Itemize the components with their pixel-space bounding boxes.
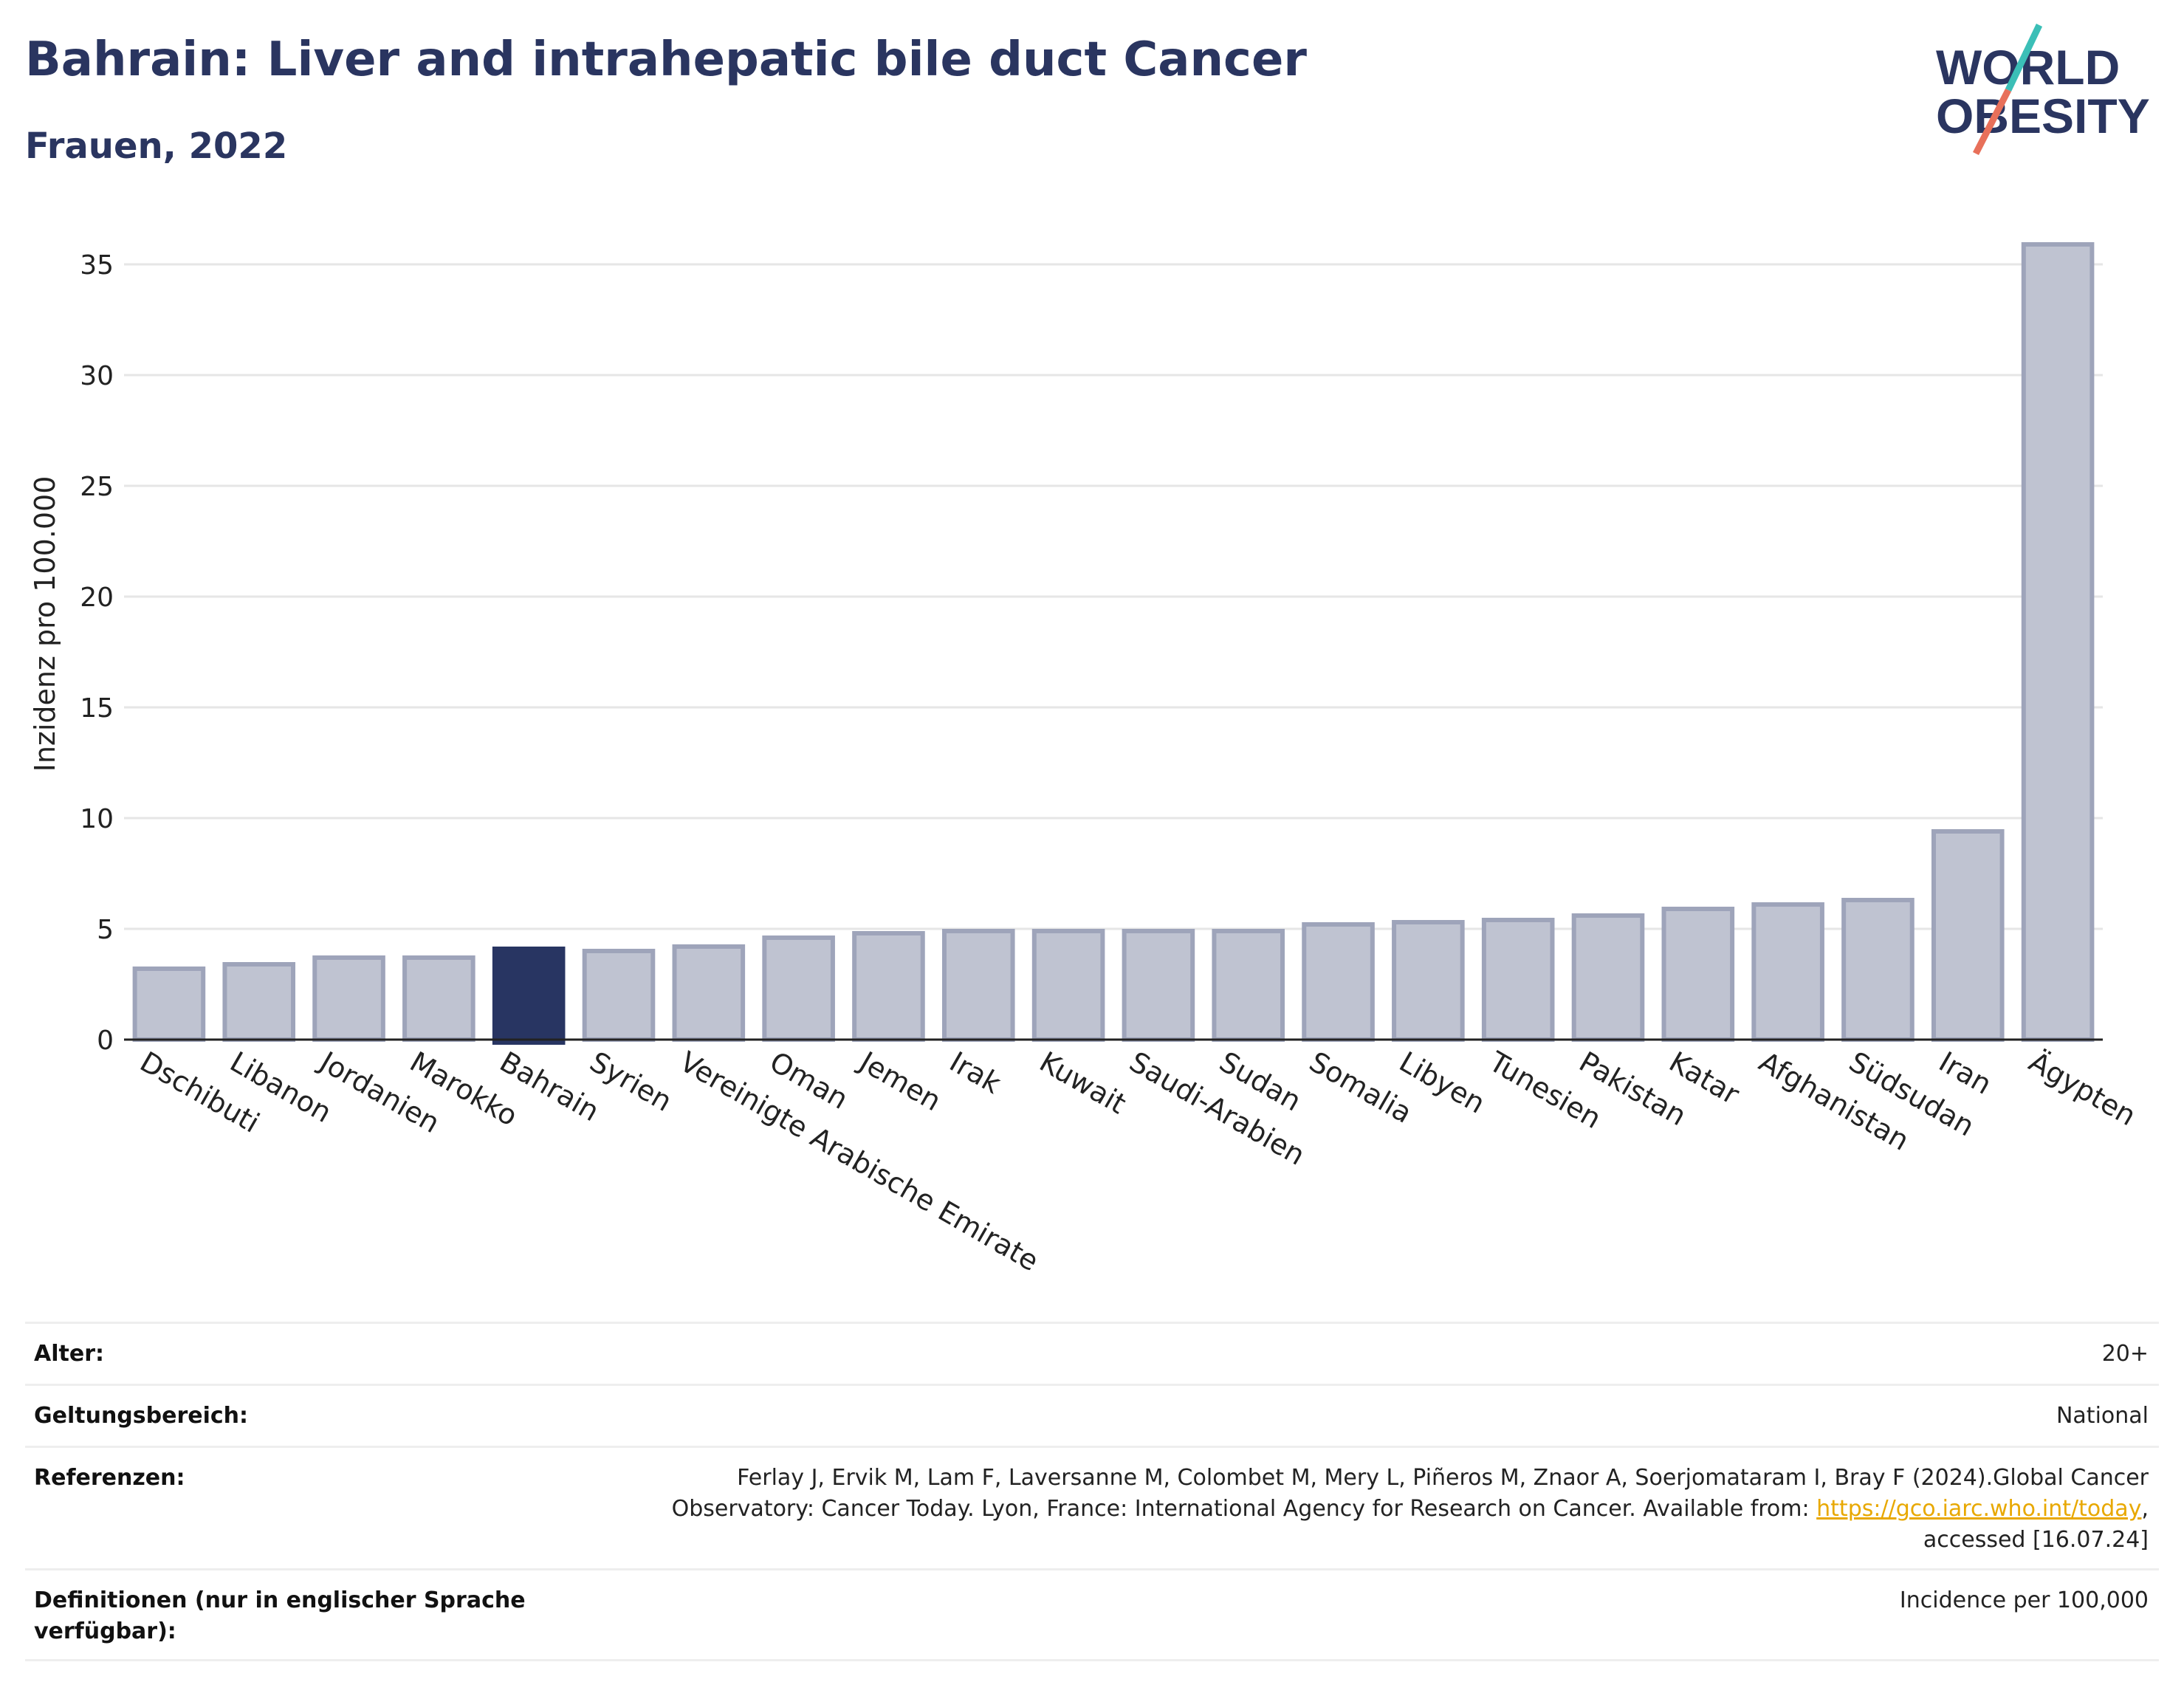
bar-saudi-arabien — [1122, 929, 1195, 1042]
bar-iran — [1931, 829, 2005, 1042]
x-tick-label: Ägypten — [2024, 1046, 2142, 1133]
chart-subtitle: Frauen, 2022 — [25, 126, 288, 167]
y-tick-label: 5 — [97, 915, 114, 945]
meta-row-scope: Geltungsbereich: National — [25, 1384, 2159, 1446]
bar-syrien — [582, 949, 656, 1042]
y-tick-label: 10 — [80, 804, 114, 834]
meta-row-references: Referenzen: Ferlay J, Ervik M, Lam F, La… — [25, 1446, 2159, 1568]
x-tick-label: Jemen — [853, 1045, 947, 1118]
world-obesity-logo: WORLD OBESITY — [1936, 24, 2150, 156]
bar-libyen — [1392, 920, 1465, 1042]
y-tick-label: 25 — [80, 472, 114, 502]
y-tick-label: 35 — [80, 250, 114, 281]
bar-jordanien — [312, 955, 385, 1042]
metadata-table: Alter: 20+ Geltungsbereich: National Ref… — [25, 1322, 2159, 1661]
meta-key-definitions: Definitionen (nur in englischer Sprache … — [34, 1587, 526, 1644]
bar-katar — [1661, 907, 1735, 1042]
bar-dschibuti — [132, 967, 206, 1042]
y-tick-label: 30 — [80, 361, 114, 391]
chart-title: Bahrain: Liver and intrahepatic bile duc… — [25, 32, 1307, 87]
logo-line2: OBESITY — [1936, 89, 2150, 143]
meta-row-age: Alter: 20+ — [25, 1322, 2159, 1384]
reference-link[interactable]: https://gco.iarc.who.int/today — [1816, 1496, 2142, 1522]
x-tick-label: Irak — [944, 1046, 1006, 1100]
bar-sudan — [1212, 929, 1285, 1042]
x-tick-label: Somalia — [1304, 1046, 1418, 1130]
y-tick-label: 15 — [80, 693, 114, 724]
meta-key-references: Referenzen: — [34, 1465, 185, 1491]
bar-südsudan — [1841, 898, 1915, 1042]
x-tick-label: Kuwait — [1034, 1046, 1132, 1121]
meta-value-scope: National — [2056, 1403, 2149, 1429]
bar-layer — [132, 242, 2095, 1045]
logo-slash-teal — [2005, 24, 2043, 92]
bar-bahrain — [492, 947, 566, 1045]
reference-text: Ferlay J, Ervik M, Lam F, Laversanne M, … — [671, 1465, 2149, 1522]
y-tick-label: 0 — [97, 1026, 114, 1056]
meta-key-scope: Geltungsbereich: — [34, 1403, 249, 1429]
bar-marokko — [402, 955, 475, 1042]
y-tick-label: 20 — [80, 583, 114, 613]
logo-slash-red — [1972, 88, 2012, 156]
meta-key-age: Alter: — [34, 1341, 104, 1367]
bar-chart: 05101520253035DschibutiLibanonJordanienM… — [29, 242, 2141, 1277]
bar-vereinigte-arabische-emirate — [672, 944, 746, 1042]
x-tick-label: Iran — [1934, 1046, 1997, 1101]
label-layer: 05101520253035DschibutiLibanonJordanienM… — [80, 250, 2141, 1277]
bar-kuwait — [1031, 929, 1105, 1042]
grid-layer — [124, 263, 2103, 930]
bar-irak — [941, 929, 1015, 1042]
x-tick-label: Afghanistan — [1754, 1046, 1915, 1157]
bar-pakistan — [1571, 913, 1645, 1042]
bar-tunesien — [1481, 918, 1555, 1042]
bar-somalia — [1302, 922, 1375, 1042]
bar-libanon — [222, 962, 296, 1042]
meta-row-definitions: Definitionen (nur in englischer Sprache … — [25, 1568, 2159, 1661]
bar-jemen — [852, 931, 925, 1042]
meta-value-definitions: Incidence per 100,000 — [1899, 1587, 2149, 1613]
y-axis-label: Inzidenz pro 100.000 — [29, 476, 61, 772]
bar-oman — [762, 935, 835, 1042]
meta-value-references: Ferlay J, Ervik M, Lam F, Laversanne M, … — [598, 1463, 2149, 1556]
reference-accessed: , accessed [16.07.24] — [1923, 1496, 2149, 1553]
bar-ägypten — [2021, 242, 2095, 1042]
meta-value-age: 20+ — [2101, 1341, 2149, 1367]
bar-afghanistan — [1751, 902, 1824, 1042]
